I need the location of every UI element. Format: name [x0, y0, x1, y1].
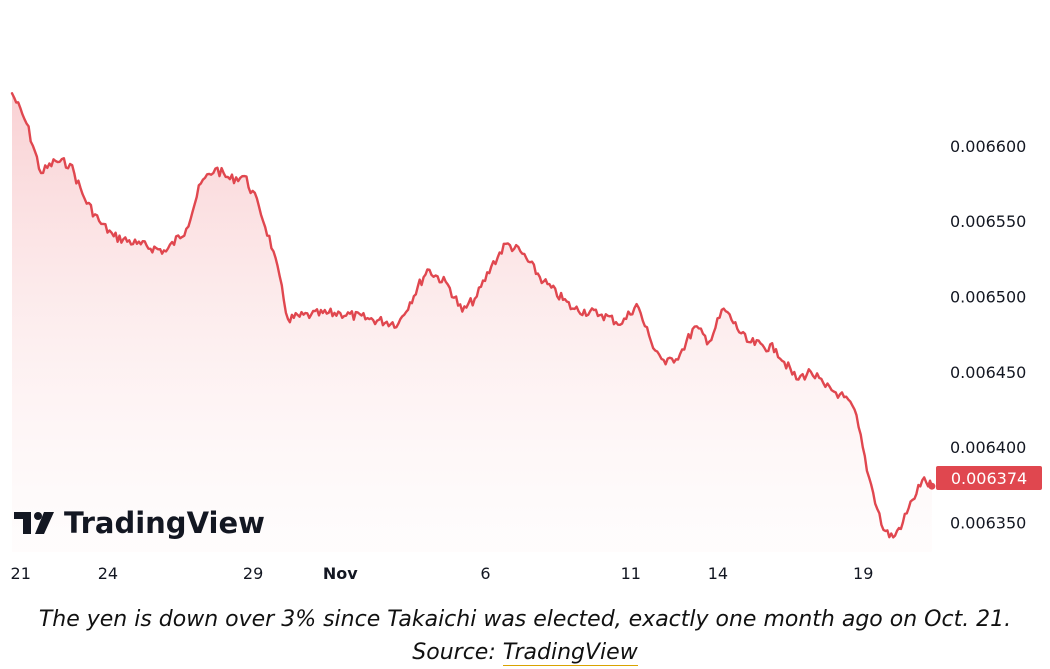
- tradingview-mark-icon: [14, 512, 54, 534]
- tradingview-wordmark: TradingView: [64, 506, 265, 540]
- x-tick-label: 21: [11, 564, 31, 583]
- x-tick-label: 24: [98, 564, 118, 583]
- last-price-badge: [936, 466, 1042, 490]
- caption-text: The yen is down over 3% since Takaichi w…: [38, 607, 1012, 665]
- y-tick-label: 0.006550: [950, 212, 1026, 231]
- last-price-dot: [928, 482, 936, 490]
- last-price-text: 0.006374: [951, 469, 1027, 488]
- yen-price-chart: 0.006600 0.006550 0.006500 0.006450 0.006400…: [10, 92, 1042, 583]
- x-tick-label: 14: [708, 564, 728, 583]
- figure-caption: The yen is down over 3% since Takaichi w…: [0, 603, 1050, 669]
- x-tick-label: Nov: [323, 564, 358, 583]
- x-tick-label: 11: [621, 564, 641, 583]
- y-tick-label: 0.006600: [950, 137, 1026, 156]
- y-tick-label: 0.006350: [950, 513, 1026, 532]
- x-tick-label: 29: [243, 564, 263, 583]
- last-price-label: 0.006374: [936, 466, 1042, 490]
- x-axis: 21 24 29 Nov 6 11 14 19: [11, 564, 874, 583]
- source-link[interactable]: TradingView: [502, 640, 638, 666]
- price-series-line: [10, 92, 934, 539]
- y-tick-label: 0.006500: [950, 288, 1026, 307]
- tradingview-logo[interactable]: TradingView: [14, 506, 265, 540]
- y-tick-label: 0.006400: [950, 438, 1026, 457]
- x-tick-label: 19: [853, 564, 873, 583]
- price-area-fill: [12, 93, 932, 553]
- y-tick-label: 0.006450: [950, 363, 1026, 382]
- y-axis: 0.006600 0.006550 0.006500 0.006450 0.006400…: [950, 137, 1026, 532]
- x-tick-label: 6: [480, 564, 490, 583]
